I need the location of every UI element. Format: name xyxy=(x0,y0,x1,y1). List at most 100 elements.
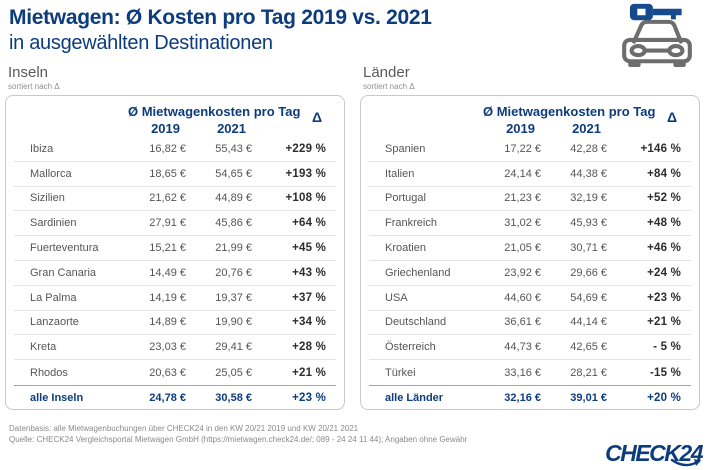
destination-cell: Kroatien xyxy=(385,242,426,255)
cost-2021-cell: 39,01 € xyxy=(570,391,607,404)
column-header-delta: Δ xyxy=(666,108,677,125)
cost-2021-cell: 32,19 € xyxy=(570,192,607,205)
cost-2021-cell: 28,21 € xyxy=(570,366,607,379)
table-inseln: Ø Mietwagenkosten pro Tag 2019 2021 Δ Ib… xyxy=(5,95,345,410)
footer-line-databasis: Datenbasis: alle Mietwagenbuchungen über… xyxy=(9,424,359,433)
destination-cell: Fuerteventura xyxy=(30,242,99,255)
cost-2019-cell: 14,89 € xyxy=(149,316,186,329)
cost-2021-cell: 44,38 € xyxy=(570,167,607,180)
cost-2021-cell: 54,69 € xyxy=(570,291,607,304)
table-row: Mallorca 18,65 € 54,65 € +193 % xyxy=(14,162,336,187)
page-title: Mietwagen: Ø Kosten pro Tag 2019 vs. 202… xyxy=(9,6,432,29)
destination-cell: Österreich xyxy=(385,341,436,354)
total-row: alle Inseln 24,78 € 30,58 € +23 % xyxy=(14,384,336,410)
footer-source: Datenbasis: alle Mietwagenbuchungen über… xyxy=(9,423,467,445)
delta-cell: +43 % xyxy=(292,266,326,279)
header: Mietwagen: Ø Kosten pro Tag 2019 vs. 202… xyxy=(9,6,600,55)
delta-cell: +34 % xyxy=(292,316,326,329)
table-header: Ø Mietwagenkosten pro Tag 2019 2021 Δ xyxy=(369,96,691,137)
cost-2019-cell: 23,92 € xyxy=(504,266,541,279)
destination-cell: alle Länder xyxy=(385,391,444,404)
destination-cell: alle Inseln xyxy=(30,391,84,404)
table-row: Ibiza 16,82 € 55,43 € +229 % xyxy=(14,137,336,162)
delta-cell: +46 % xyxy=(647,242,681,255)
delta-cell: +146 % xyxy=(640,142,681,155)
cost-2019-cell: 15,21 € xyxy=(149,242,186,255)
table-body: Spanien 17,22 € 42,28 € +146 % Italien 24,14 … xyxy=(369,137,691,410)
cost-2021-cell: 19,37 € xyxy=(215,291,252,304)
delta-cell: +37 % xyxy=(292,291,326,304)
delta-cell: +229 % xyxy=(285,142,326,155)
cost-2019-cell: 17,22 € xyxy=(504,142,541,155)
destination-cell: Deutschland xyxy=(385,316,447,329)
delta-cell: +23 % xyxy=(647,291,681,304)
table-row: Kroatien 21,05 € 30,71 € +46 % xyxy=(369,236,691,261)
destination-cell: La Palma xyxy=(30,291,77,304)
section-title-inseln: Inseln xyxy=(8,64,49,81)
column-header-delta: Δ xyxy=(311,108,322,125)
delta-cell: +64 % xyxy=(292,217,326,230)
page-subtitle: in ausgewählten Destinationen xyxy=(9,32,273,54)
cost-2019-cell: 14,19 € xyxy=(149,291,186,304)
tables-area: Inseln sortiert nach Δ Ø Mietwagenkosten… xyxy=(5,64,700,410)
destination-cell: Lanzaorte xyxy=(30,316,79,329)
delta-cell: +45 % xyxy=(292,242,326,255)
cost-2021-cell: 42,28 € xyxy=(570,142,607,155)
section-title-laender: Länder xyxy=(363,64,410,81)
table-header: Ø Mietwagenkosten pro Tag 2019 2021 Δ xyxy=(14,96,336,137)
column-group-header: Ø Mietwagenkosten pro Tag xyxy=(128,104,301,119)
check24-logo-swoosh-icon xyxy=(670,458,701,467)
cost-2021-cell: 30,58 € xyxy=(215,391,252,404)
destination-cell: Sizilien xyxy=(30,192,65,205)
panel-laender: Länder sortiert nach Δ Ø Mietwagenkosten… xyxy=(360,64,700,410)
destination-cell: Ibiza xyxy=(30,142,54,155)
table-row: Rhodos 20,63 € 25,05 € +21 % xyxy=(14,360,336,385)
panel-inseln: Inseln sortiert nach Δ Ø Mietwagenkosten… xyxy=(5,64,345,410)
cost-2019-cell: 21,05 € xyxy=(504,242,541,255)
cost-2021-cell: 45,93 € xyxy=(570,217,607,230)
cost-2019-cell: 24,78 € xyxy=(149,391,186,404)
cost-2021-cell: 29,66 € xyxy=(570,266,607,279)
delta-cell: - 5 % xyxy=(653,341,681,354)
cost-2019-cell: 23,03 € xyxy=(149,341,186,354)
cost-2021-cell: 44,89 € xyxy=(215,192,252,205)
delta-cell: +84 % xyxy=(647,167,681,180)
destination-cell: Mallorca xyxy=(30,167,72,180)
table-row: USA 44,60 € 54,69 € +23 % xyxy=(369,286,691,311)
table-row: Italien 24,14 € 44,38 € +84 % xyxy=(369,162,691,187)
column-header-2019: 2019 xyxy=(506,120,535,136)
cost-2021-cell: 54,65 € xyxy=(215,167,252,180)
cost-2019-cell: 32,16 € xyxy=(504,391,541,404)
table-row: La Palma 14,19 € 19,37 € +37 % xyxy=(14,286,336,311)
cost-2019-cell: 44,60 € xyxy=(504,291,541,304)
delta-cell: +21 % xyxy=(292,366,326,379)
delta-cell: +23 % xyxy=(292,391,326,404)
table-row: Sardinien 27,91 € 45,86 € +64 % xyxy=(14,211,336,237)
table-row: Fuerteventura 15,21 € 21,99 € +45 % xyxy=(14,236,336,261)
check24-logo-text: CHECK24 xyxy=(605,440,703,466)
table-row: Lanzaorte 14,89 € 19,90 € +34 % xyxy=(14,311,336,336)
column-header-2021: 2021 xyxy=(217,120,246,136)
table-row: Kreta 23,03 € 29,41 € +28 % xyxy=(14,335,336,361)
delta-cell: +21 % xyxy=(647,316,681,329)
destination-cell: Türkei xyxy=(385,366,416,379)
cost-2021-cell: 21,99 € xyxy=(215,242,252,255)
delta-cell: +28 % xyxy=(292,341,326,354)
delta-cell: +20 % xyxy=(647,391,681,404)
table-body: Ibiza 16,82 € 55,43 € +229 % Mallorca 18,65 €… xyxy=(14,137,336,410)
table-row: Türkei 33,16 € 28,21 € -15 % xyxy=(369,360,691,385)
destination-cell: Sardinien xyxy=(30,217,77,230)
column-header-2019: 2019 xyxy=(151,120,180,136)
table-row: Frankreich 31,02 € 45,93 € +48 % xyxy=(369,211,691,237)
check24-logo: CHECK24 xyxy=(605,440,703,467)
delta-cell: +108 % xyxy=(285,192,326,205)
sort-note: sortiert nach Δ xyxy=(8,82,60,91)
table-row: Spanien 17,22 € 42,28 € +146 % xyxy=(369,137,691,162)
cost-2021-cell: 29,41 € xyxy=(215,341,252,354)
cost-2021-cell: 25,05 € xyxy=(215,366,252,379)
table-row: Gran Canaria 14,49 € 20,76 € +43 % xyxy=(14,261,336,286)
cost-2019-cell: 24,14 € xyxy=(504,167,541,180)
cost-2019-cell: 18,65 € xyxy=(149,167,186,180)
cost-2019-cell: 20,63 € xyxy=(149,366,186,379)
